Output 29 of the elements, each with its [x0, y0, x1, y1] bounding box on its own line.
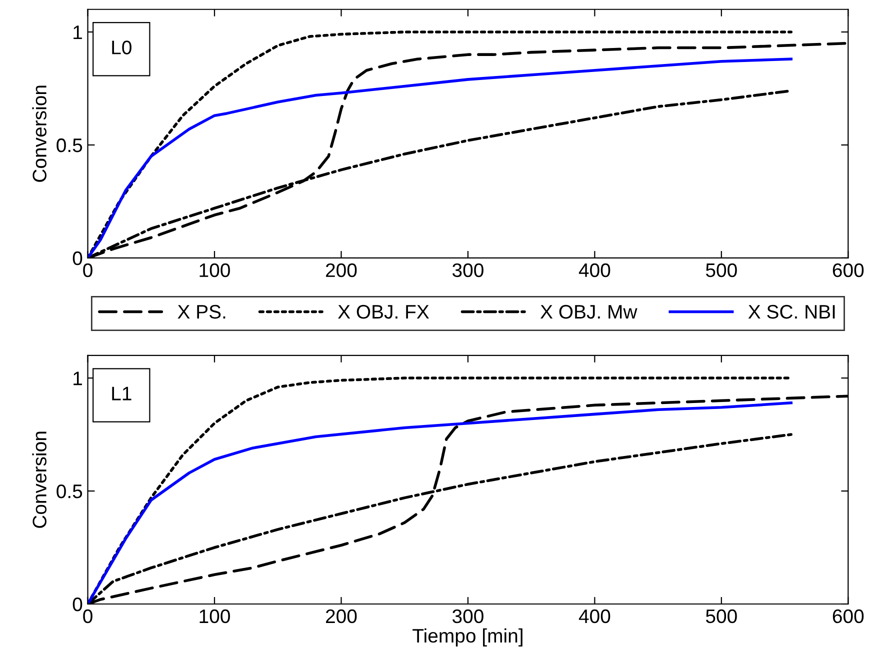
- x-tick-label: 600: [832, 609, 864, 624]
- x-tick-label: 300: [452, 609, 484, 624]
- annotation: L1: [112, 386, 132, 400]
- x-tick-label: 100: [200, 609, 230, 624]
- x-tick-label: 300: [452, 263, 484, 278]
- x-tick-label: 0: [83, 263, 92, 278]
- legend-label: X PS.: [178, 304, 226, 319]
- x-tick-label: 500: [706, 263, 737, 278]
- x-tick-label: 200: [326, 609, 357, 624]
- y-tick-label: 0: [72, 597, 82, 612]
- legend-label: X OBJ. Mw: [540, 304, 638, 319]
- y-tick-label: 0.5: [56, 484, 82, 498]
- y-tick-label: 1: [74, 26, 82, 40]
- legend-label: X OBJ. FX: [338, 304, 429, 319]
- x-tick-label: 600: [832, 263, 864, 278]
- x-tick-label: 400: [578, 609, 610, 624]
- x-tick-label: 100: [200, 263, 230, 278]
- x-tick-label: 500: [706, 609, 737, 624]
- y-axis-title: Conversion: [32, 432, 46, 528]
- x-tick-label: 200: [326, 263, 357, 278]
- y-axis-title: Conversion: [32, 86, 46, 182]
- x-tick-label: 400: [578, 263, 610, 278]
- legend-label: X SC. NBI: [748, 304, 835, 319]
- x-tick-label: 0: [83, 609, 92, 624]
- y-tick-label: 1: [74, 372, 82, 386]
- y-tick-label: 0: [72, 251, 82, 266]
- annotation: L0: [112, 40, 132, 54]
- x-axis-title: Tiempo [min]: [412, 628, 522, 647]
- y-tick-label: 0.5: [56, 138, 82, 152]
